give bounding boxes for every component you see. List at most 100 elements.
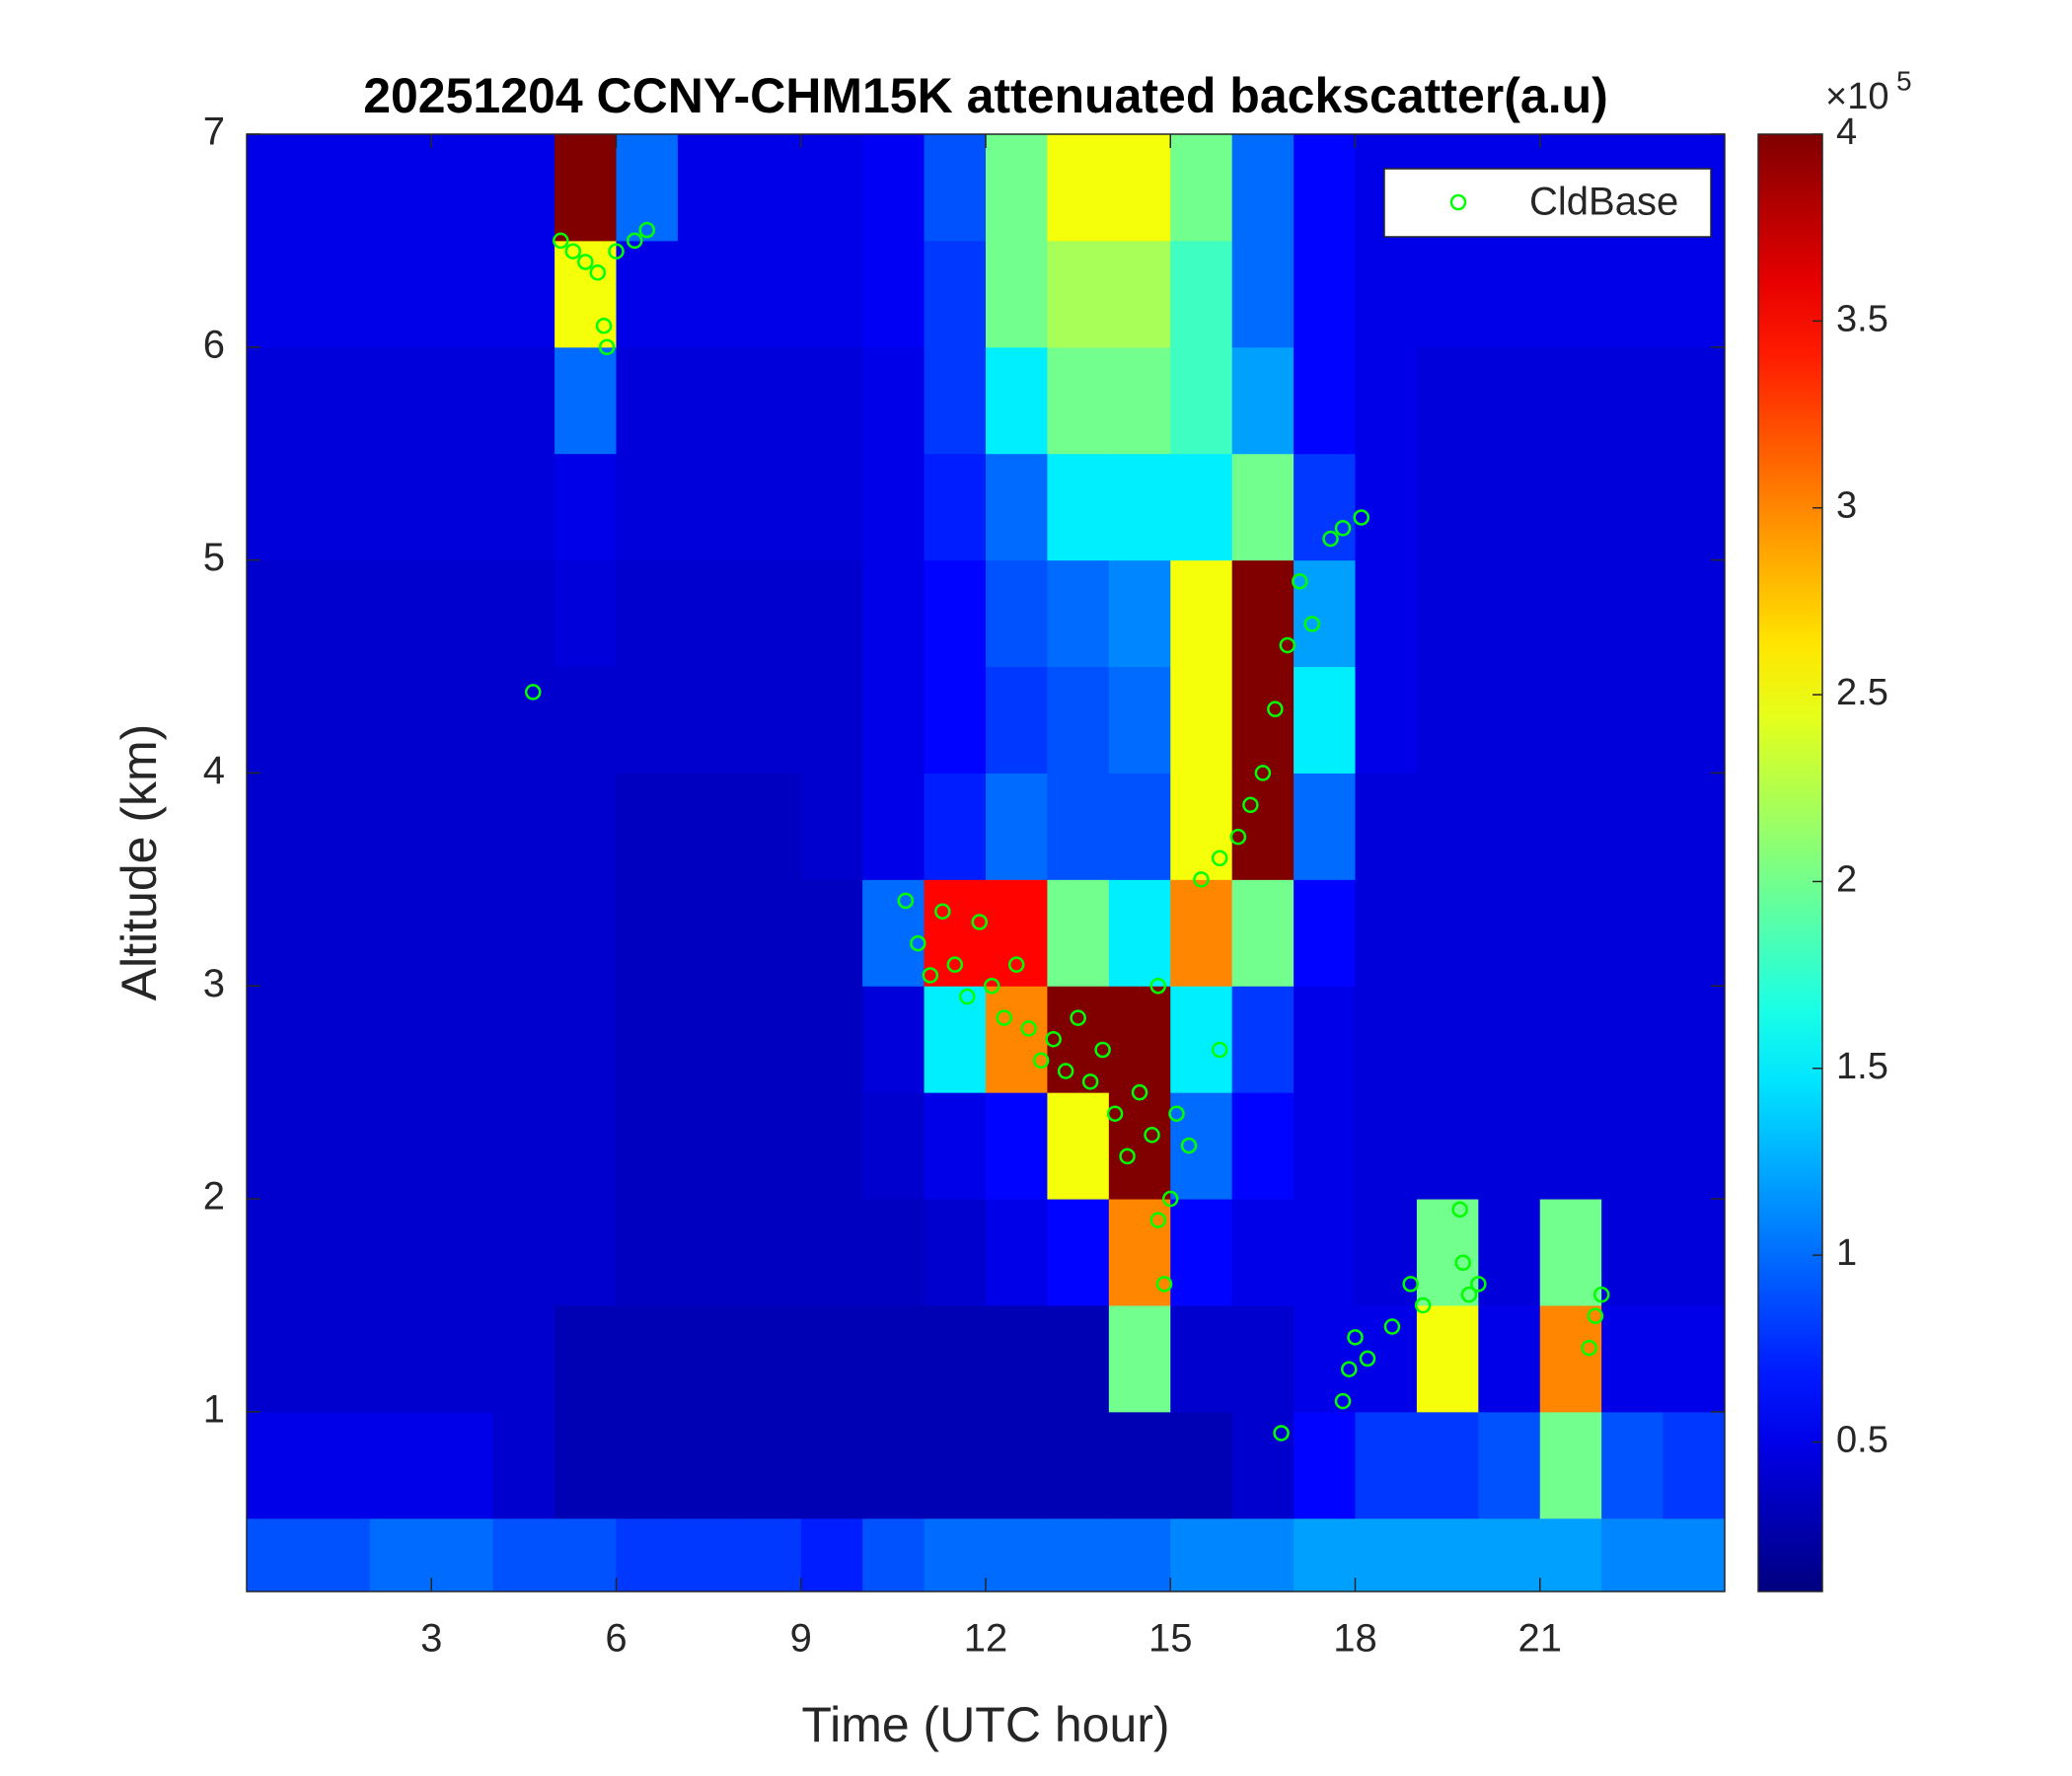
heatmap-cell	[1170, 346, 1233, 455]
heatmap-cell	[492, 134, 555, 242]
heatmap-cell	[1601, 1199, 1665, 1306]
heatmap-cell	[1355, 666, 1418, 774]
heatmap-cell	[1355, 1199, 1418, 1306]
heatmap-cell	[1294, 346, 1356, 455]
heatmap-cell	[1170, 773, 1233, 880]
heatmap-cell	[1108, 1517, 1171, 1591]
x-tick-label: 12	[964, 1617, 1008, 1661]
heatmap-cell	[1170, 134, 1233, 242]
cloud-base-point	[1081, 1073, 1099, 1090]
heatmap-cell	[800, 1092, 863, 1200]
heatmap-cell	[1170, 666, 1233, 774]
heatmap-cell	[800, 240, 863, 348]
cloud-base-point	[1592, 1286, 1610, 1303]
heatmap-cell	[677, 559, 740, 668]
heatmap-cell	[1294, 240, 1356, 348]
x-axis-label: Time (UTC hour)	[801, 1697, 1169, 1752]
heatmap-cell	[492, 666, 555, 774]
heatmap-cell	[1355, 1517, 1418, 1591]
heatmap-cell	[1416, 1199, 1479, 1306]
heatmap-cell	[431, 453, 494, 561]
heatmap-cell	[308, 1304, 371, 1413]
heatmap-cell	[862, 1092, 925, 1200]
heatmap-cell	[308, 240, 371, 348]
heatmap-cell	[986, 986, 1048, 1093]
heatmap-cell	[308, 559, 371, 668]
heatmap-cell	[247, 986, 309, 1093]
heatmap-cell	[739, 1092, 802, 1200]
heatmap-cell	[555, 1199, 617, 1306]
heatmap-cell	[1539, 879, 1602, 987]
heatmap-cell	[677, 134, 740, 242]
heatmap-cell	[1416, 1092, 1479, 1200]
heatmap-cell	[1231, 666, 1295, 774]
cloud-base-point	[626, 232, 643, 250]
heatmap-cell	[739, 666, 802, 774]
heatmap-cell	[616, 666, 679, 774]
heatmap-cell	[1601, 1411, 1665, 1519]
heatmap-cell	[431, 986, 494, 1093]
heatmap-cell	[1416, 1411, 1479, 1519]
heatmap-cell	[616, 986, 679, 1093]
heatmap-cell	[308, 1199, 371, 1306]
heatmap-cell	[739, 1304, 802, 1413]
heatmap-cell	[1601, 1092, 1665, 1200]
heatmap-cell	[986, 453, 1048, 561]
heatmap-cell	[1416, 773, 1479, 880]
heatmap-cell	[739, 134, 802, 242]
cloud-base-point	[1267, 701, 1284, 717]
heatmap-cell	[555, 453, 617, 561]
heatmap-cell	[1231, 1304, 1295, 1413]
heatmap-cell	[1478, 346, 1541, 455]
y-tick-label: 7	[203, 111, 225, 154]
cloud-base-point	[1279, 636, 1296, 654]
heatmap-cell	[862, 879, 925, 987]
cloud-base-point	[1168, 1105, 1185, 1122]
heatmap-cell	[1416, 453, 1479, 561]
heatmap-cell	[862, 666, 925, 774]
cloud-base-point	[1149, 1212, 1167, 1228]
heatmap-cell	[924, 134, 987, 242]
heatmap-cell	[555, 666, 617, 774]
cloud-base-point	[1347, 1329, 1364, 1346]
heatmap-cell	[308, 666, 371, 774]
heatmap-cell	[1601, 240, 1665, 348]
heatmap-cell	[986, 666, 1048, 774]
cloud-base-point	[1144, 1127, 1160, 1144]
heatmap-cell	[431, 773, 494, 880]
heatmap-cell	[986, 134, 1048, 242]
heatmap-cell	[677, 1304, 740, 1413]
heatmap-cell	[555, 1092, 617, 1200]
heatmap-cell	[1355, 773, 1418, 880]
colorbar-tick-label: 0.5	[1836, 1420, 1888, 1461]
heatmap-cell	[1478, 879, 1541, 987]
heatmap-cell	[616, 1517, 679, 1591]
heatmap-cell	[1108, 1199, 1171, 1306]
heatmap-cell	[1663, 559, 1725, 668]
heatmap-cell	[431, 1092, 494, 1200]
heatmap-cell	[1601, 879, 1665, 987]
heatmap-cell	[555, 240, 617, 348]
heatmap-cell	[1663, 1092, 1725, 1200]
cloud-base-point	[1070, 1009, 1086, 1026]
heatmap-cell	[1231, 1199, 1295, 1306]
heatmap-cell	[1478, 1304, 1541, 1413]
colorbar-tick-label: 3	[1836, 485, 1857, 527]
heatmap-cell	[1663, 1517, 1725, 1591]
heatmap-cell	[492, 453, 555, 561]
heatmap-cell	[677, 240, 740, 348]
heatmap-cell	[1478, 453, 1541, 561]
heatmap-cell	[1108, 666, 1171, 774]
cloud-base-point	[1587, 1307, 1604, 1324]
heatmap-cell	[924, 773, 987, 880]
cloud-base-point	[934, 903, 951, 920]
heatmap-cell	[1294, 986, 1356, 1093]
heatmap-cell	[1231, 1517, 1295, 1591]
cloud-base-point	[983, 977, 1000, 995]
cloud-base-point	[638, 221, 655, 239]
heatmap-cell	[862, 773, 925, 880]
heatmap-cell	[1047, 1092, 1110, 1200]
heatmap-cell	[862, 240, 925, 348]
heatmap-cell	[1478, 559, 1541, 668]
heatmap-cell	[986, 1517, 1048, 1591]
